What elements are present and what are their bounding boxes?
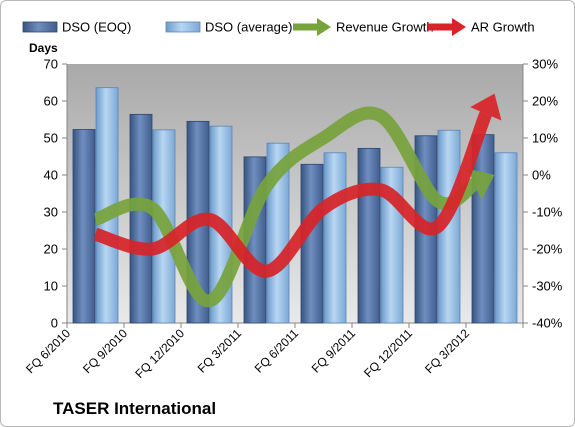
x-tick-label: FQ 3/2011 <box>195 326 245 376</box>
line-ar-growth <box>93 111 492 278</box>
y-tick-label-left: 70 <box>44 57 58 72</box>
y-tick-label-right: 10% <box>532 131 558 146</box>
y-tick-label-left: 50 <box>44 131 58 146</box>
legend-item-dso-average: DSO (average) <box>165 20 292 35</box>
bar-dso-average <box>494 152 518 324</box>
legend-label: DSO (EOQ) <box>62 20 131 35</box>
x-tick-label: FQ 12/2010 <box>132 326 187 381</box>
legend-arrow-icon <box>317 18 331 36</box>
company-title: TASER International <box>53 399 217 418</box>
legend-swatch <box>165 21 201 33</box>
y-tick-label-right: -30% <box>532 279 563 294</box>
arrowhead-revenue-growth <box>467 168 495 200</box>
y-tick-label-right: 0% <box>532 168 551 183</box>
chart-legend: DSO (EOQ) DSO (average) Revenue Growth AR G… <box>22 18 535 36</box>
plot-area: 0 10 20 30 40 50 60 70 -40% -30% -20% -10% 0% 10% 20% 3… <box>23 41 563 381</box>
bar-dso-average <box>323 152 347 324</box>
y-tick-label-right: -10% <box>532 205 563 220</box>
line-revenue-growth <box>93 106 479 308</box>
legend-label: DSO (average) <box>205 20 292 35</box>
x-tick-label: FQ 6/2010 <box>23 326 73 376</box>
y-tick-label-right: -40% <box>532 316 563 331</box>
x-tick-label: FQ 9/2011 <box>309 326 359 376</box>
bar-dso-eoq <box>129 113 153 324</box>
legend-item-dso-eoq: DSO (EOQ) <box>22 20 131 35</box>
y-tick-label-right: 20% <box>532 94 558 109</box>
legend-swatch <box>22 21 58 33</box>
y-tick-label-left: 40 <box>44 168 58 183</box>
x-tick-label: FQ 9/2010 <box>80 326 130 376</box>
legend-item-revenue-growth: Revenue Growth <box>293 18 434 36</box>
legend-label: AR Growth <box>471 20 535 35</box>
bar-dso-eoq <box>72 129 96 324</box>
legend-arrow-icon <box>452 18 466 36</box>
y-tick-label-left: 60 <box>44 94 58 109</box>
y-tick-label-left: 0 <box>51 316 58 331</box>
arrowhead-ar-growth <box>470 93 502 121</box>
bar-dso-eoq <box>357 147 381 324</box>
x-tick-label: FQ 12/2011 <box>361 326 415 380</box>
y-axis-label: Days <box>29 41 58 55</box>
legend-label: Revenue Growth <box>336 20 434 35</box>
x-tick-label: FQ 6/2011 <box>252 326 302 376</box>
y-tick-label-right: 30% <box>532 57 558 72</box>
y-tick-label-left: 20 <box>44 242 58 257</box>
y-tick-label-left: 30 <box>44 205 58 220</box>
y-tick-label-left: 10 <box>44 279 58 294</box>
legend-item-ar-growth: AR Growth <box>428 18 535 36</box>
x-tick-label: FQ 3/2012 <box>422 326 472 376</box>
bar-dso-eoq <box>300 163 324 324</box>
y-tick-label-right: -20% <box>532 242 563 257</box>
